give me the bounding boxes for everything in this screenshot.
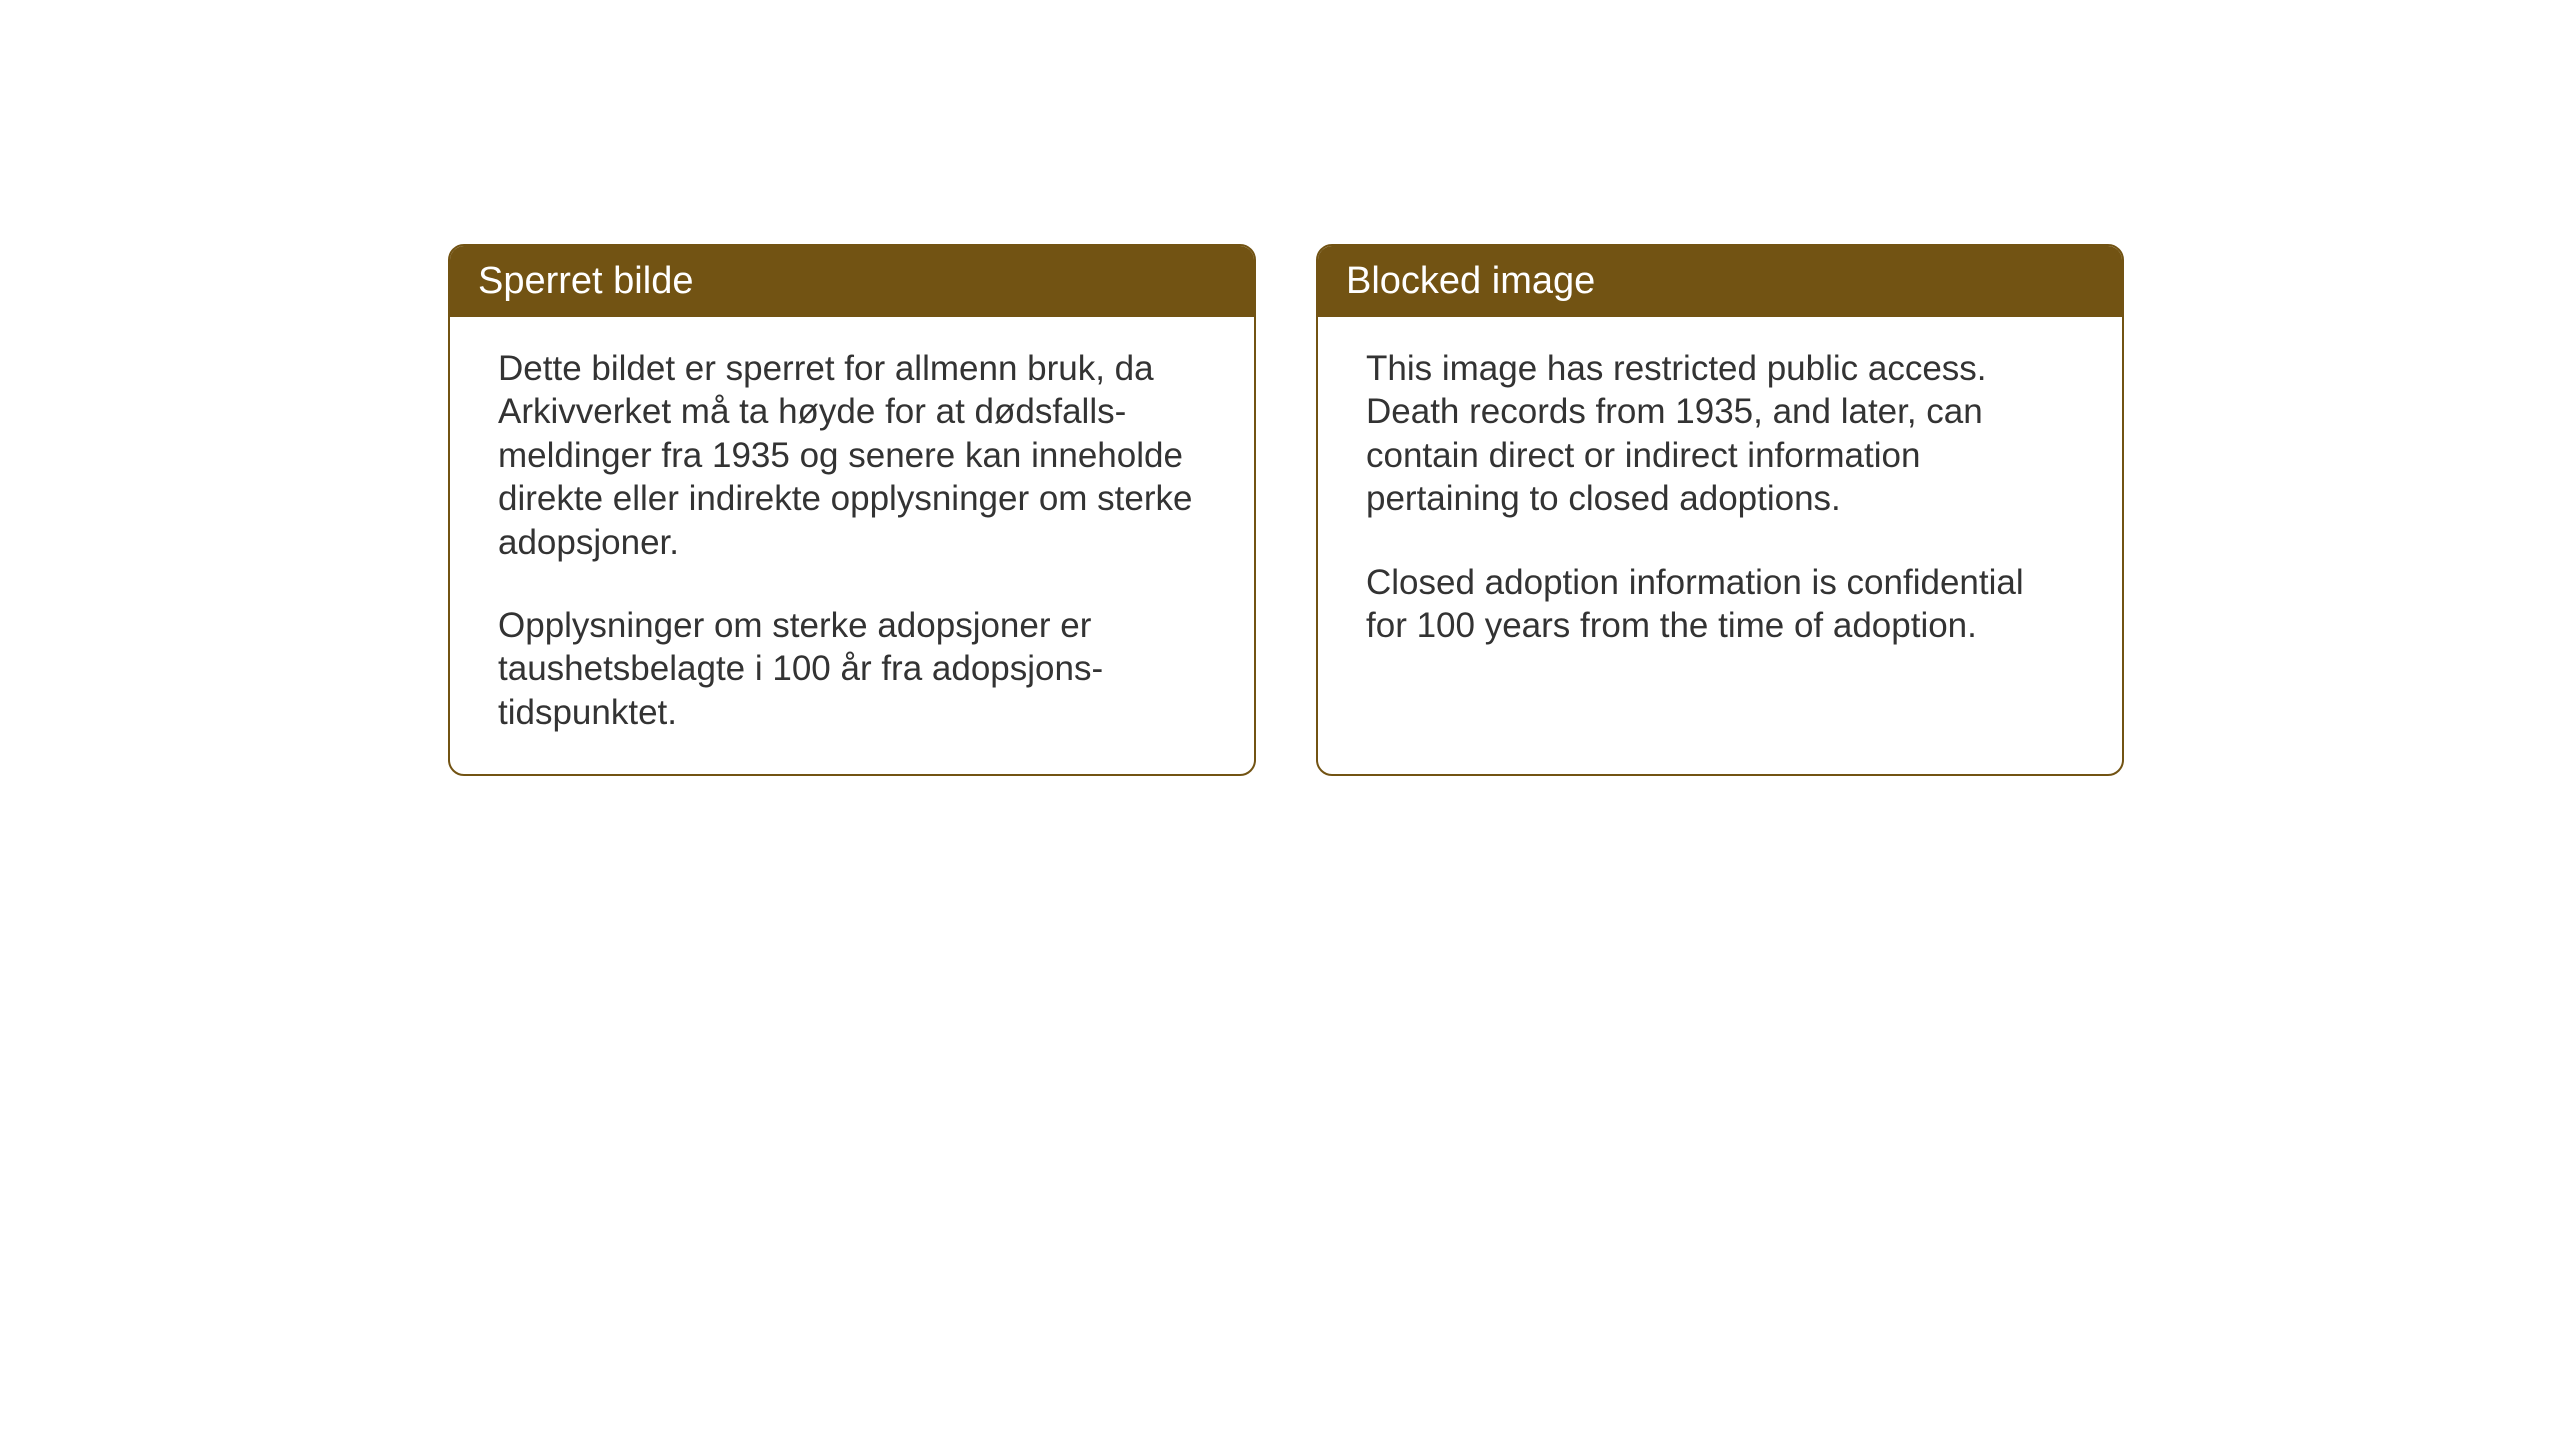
- card-paragraph-1-norwegian: Dette bildet er sperret for allmenn bruk…: [498, 347, 1206, 564]
- card-title-norwegian: Sperret bilde: [478, 260, 693, 302]
- card-paragraph-1-english: This image has restricted public access.…: [1366, 347, 2074, 521]
- card-header-english: Blocked image: [1318, 246, 2122, 317]
- card-header-norwegian: Sperret bilde: [450, 246, 1254, 317]
- card-paragraph-2-english: Closed adoption information is confident…: [1366, 561, 2074, 648]
- cards-container: Sperret bilde Dette bildet er sperret fo…: [448, 244, 2124, 776]
- card-body-english: This image has restricted public access.…: [1318, 317, 2122, 687]
- card-norwegian: Sperret bilde Dette bildet er sperret fo…: [448, 244, 1256, 776]
- card-title-english: Blocked image: [1346, 260, 1595, 302]
- card-english: Blocked image This image has restricted …: [1316, 244, 2124, 776]
- card-paragraph-2-norwegian: Opplysninger om sterke adopsjoner er tau…: [498, 604, 1206, 734]
- card-body-norwegian: Dette bildet er sperret for allmenn bruk…: [450, 317, 1254, 774]
